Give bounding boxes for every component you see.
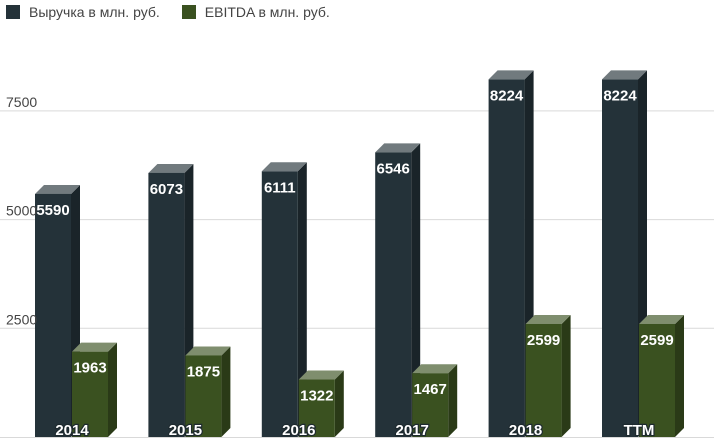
x-tick-label: 2018: [509, 422, 542, 439]
ebitda-bar-top: [639, 314, 684, 324]
revenue-bar-top: [35, 184, 80, 194]
ebitda-value-label: 1322: [300, 388, 333, 405]
revenue-bar-side: [411, 143, 421, 437]
ebitda-bar-top: [185, 346, 231, 356]
x-tick-label: 2015: [169, 422, 202, 439]
ebitda-bar-side: [561, 314, 571, 437]
ebitda-bar: [525, 323, 562, 437]
y-tick-label: 7500: [6, 94, 37, 110]
ebitda-bar-side: [448, 364, 458, 437]
ebitda-value-label: 1875: [187, 363, 220, 380]
ebitda-bar: [185, 355, 222, 437]
revenue-value-label: 8224: [490, 87, 524, 104]
revenue-value-label: 8224: [603, 87, 637, 104]
revenue-bar-side: [297, 162, 307, 438]
revenue-bar: [148, 172, 185, 437]
ebitda-bar-side: [108, 342, 117, 437]
ebitda-value-label: 2599: [527, 332, 560, 349]
ebitda-bar-side: [221, 346, 231, 437]
revenue-bar-top: [375, 143, 421, 153]
revenue-value-label: 6546: [377, 160, 410, 177]
legend-label-revenue: Выручка в млн. руб.: [29, 4, 160, 20]
ebitda-bar: [412, 373, 449, 437]
x-tick-label: 2016: [282, 422, 315, 439]
x-tick-label: 2014: [55, 422, 89, 439]
ebitda-bar-top: [298, 370, 344, 380]
ebitda-bar: [298, 379, 335, 437]
y-tick-label: 2500: [6, 311, 37, 327]
ebitda-bar: [72, 351, 108, 437]
revenue-value-label: 5590: [36, 202, 69, 219]
legend-item-ebitda: EBITDA в млн. руб.: [181, 4, 330, 20]
ebitda-bar-top: [412, 364, 458, 374]
ebitda-bar-top: [72, 342, 117, 352]
legend-item-revenue: Выручка в млн. руб.: [6, 4, 160, 20]
revenue-bar: [602, 79, 638, 438]
revenue-bar-top: [602, 70, 647, 80]
ebitda-bar-side: [334, 370, 344, 437]
x-tick-label: 2017: [396, 422, 429, 439]
legend: Выручка в млн. руб. EBITDA в млн. руб.: [6, 2, 330, 22]
ebitda-bar-side: [675, 314, 684, 437]
revenue-bar-top: [261, 162, 307, 172]
revenue-value-label: 6073: [150, 181, 183, 198]
ebitda-value-label: 1467: [414, 381, 447, 398]
ebitda-bar: [639, 323, 675, 437]
x-tick-label: TTM: [624, 422, 655, 439]
ebitda-value-label: 1963: [73, 360, 106, 377]
revenue-bar: [375, 152, 412, 437]
legend-swatch-revenue: [6, 5, 20, 19]
revenue-bar: [35, 193, 71, 437]
y-tick-label: 5000: [6, 203, 37, 219]
legend-label-ebitda: EBITDA в млн. руб.: [204, 4, 330, 20]
legend-swatch-ebitda: [181, 5, 196, 19]
revenue-bar: [488, 79, 525, 438]
revenue-bar-top: [148, 163, 194, 173]
revenue-value-label: 6111: [264, 179, 296, 196]
ebitda-bar-top: [525, 314, 571, 324]
ebitda-value-label: 2599: [640, 332, 673, 349]
revenue-bar: [261, 171, 298, 438]
revenue-bar-top: [488, 70, 534, 80]
